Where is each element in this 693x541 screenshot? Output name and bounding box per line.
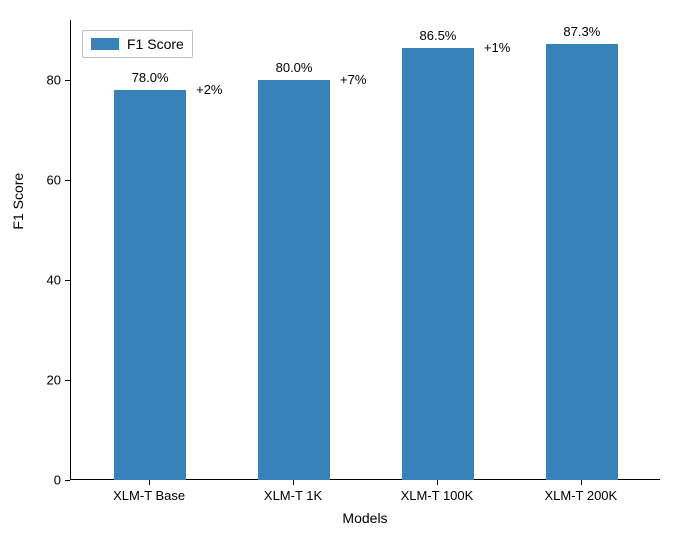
x-tick-label: XLM-T 200K: [544, 488, 617, 503]
legend-label: F1 Score: [127, 36, 184, 52]
chart-legend: F1 Score: [82, 30, 193, 58]
bar-delta-label: +2%: [196, 82, 222, 97]
x-tick: [581, 480, 582, 485]
x-tick: [293, 480, 294, 485]
bar: [114, 90, 186, 480]
bar-delta-label: +7%: [340, 72, 366, 87]
y-tick: [65, 280, 70, 281]
bars-container: 78.0% +2% 80.0% +7% 86.5% +1% 87.3%: [71, 20, 661, 480]
bar: [258, 80, 330, 480]
x-axis-label: Models: [342, 510, 387, 526]
bar-value-label: 87.3%: [563, 24, 600, 39]
bar: [546, 44, 618, 481]
y-tick-label: 0: [54, 473, 61, 488]
x-tick-label: XLM-T 100K: [401, 488, 474, 503]
bar-value-label: 86.5%: [420, 28, 457, 43]
x-tick-label: XLM-T Base: [113, 488, 185, 503]
y-tick-label: 80: [47, 73, 61, 88]
bar: [402, 48, 474, 481]
bar-value-label: 80.0%: [276, 60, 313, 75]
chart-plot-area: 78.0% +2% 80.0% +7% 86.5% +1% 87.3%: [70, 20, 660, 480]
y-tick: [65, 380, 70, 381]
legend-swatch: [91, 38, 119, 50]
y-tick-label: 40: [47, 273, 61, 288]
bar-delta-label: +1%: [484, 40, 510, 55]
bar-value-label: 78.0%: [132, 70, 169, 85]
y-axis-label: F1 Score: [10, 173, 26, 230]
y-tick-label: 60: [47, 173, 61, 188]
y-tick: [65, 80, 70, 81]
y-tick-label: 20: [47, 373, 61, 388]
x-tick-label: XLM-T 1K: [264, 488, 322, 503]
y-tick: [65, 480, 70, 481]
x-tick: [149, 480, 150, 485]
x-tick: [437, 480, 438, 485]
y-tick: [65, 180, 70, 181]
